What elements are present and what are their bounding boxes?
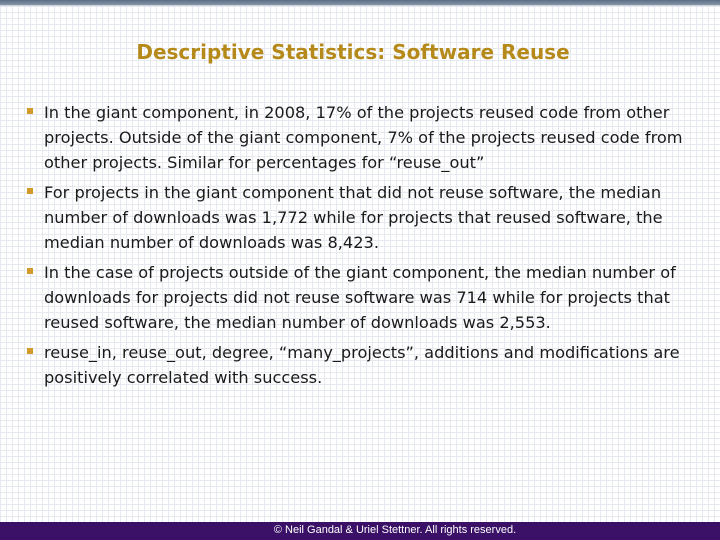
square-bullet-icon	[27, 188, 33, 194]
slide-title: Descriptive Statistics: Software Reuse	[136, 40, 570, 64]
top-accent-bar	[0, 0, 720, 5]
top-accent-divider	[0, 5, 720, 6]
square-bullet-icon	[27, 268, 33, 274]
bullet-item: For projects in the giant component that…	[24, 180, 700, 255]
bullet-text: In the giant component, in 2008, 17% of …	[44, 103, 683, 172]
bullet-text: reuse_in, reuse_out, degree, “many_proje…	[44, 343, 680, 387]
bullet-text: In the case of projects outside of the g…	[44, 263, 676, 332]
bullet-item: reuse_in, reuse_out, degree, “many_proje…	[24, 340, 700, 390]
footer-bar: © Neil Gandal & Uriel Stettner. All righ…	[0, 522, 720, 540]
square-bullet-icon	[27, 348, 33, 354]
bullet-list: In the giant component, in 2008, 17% of …	[24, 100, 700, 395]
copyright-notice: © Neil Gandal & Uriel Stettner. All righ…	[273, 524, 517, 536]
bullet-item: In the case of projects outside of the g…	[24, 260, 700, 335]
bullet-text: For projects in the giant component that…	[44, 183, 663, 252]
square-bullet-icon	[27, 108, 33, 114]
bullet-item: In the giant component, in 2008, 17% of …	[24, 100, 700, 175]
